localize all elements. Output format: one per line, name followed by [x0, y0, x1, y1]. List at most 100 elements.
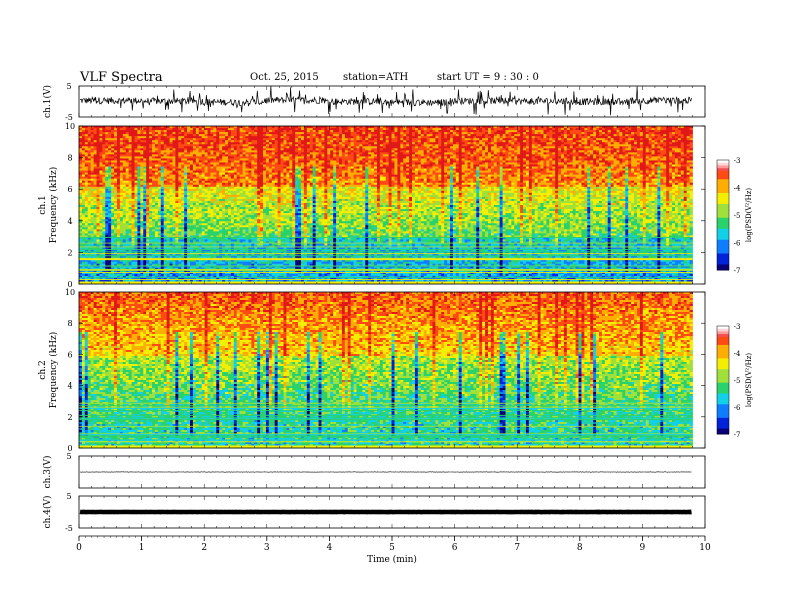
- spectrogram-cell: [122, 259, 127, 263]
- spectrogram-cell: [84, 229, 89, 232]
- spectrogram-cell: [84, 128, 89, 131]
- spectrogram-cell: [99, 273, 103, 277]
- spectrogram-cell: [137, 134, 141, 137]
- spectrogram-cell: [157, 194, 162, 198]
- spectrogram-cell: [105, 255, 109, 259]
- spectrogram-cell: [152, 223, 156, 226]
- spectrogram-cell: [152, 178, 156, 182]
- spectrogram-cell: [134, 213, 138, 216]
- spectrogram-cell: [99, 160, 103, 163]
- spectrogram-cell: [99, 136, 103, 139]
- spectrogram-cell: [119, 188, 124, 192]
- spectrogram-cell: [99, 192, 103, 196]
- spectrogram-cell: [134, 261, 138, 265]
- spectrogram-cell: [125, 273, 130, 277]
- spectrogram-cell: [137, 154, 141, 157]
- spectrogram-cell: [105, 168, 109, 171]
- spectrogram-cell: [81, 138, 86, 141]
- spectrogram-cell: [160, 253, 165, 257]
- spectrogram-cell: [125, 132, 130, 135]
- spectrogram-cell: [149, 279, 153, 283]
- spectrogram-cell: [96, 225, 100, 228]
- spectrogram-cell: [114, 255, 118, 259]
- spectrogram-cell: [105, 194, 109, 198]
- spectrogram-cell: [137, 128, 141, 131]
- spectrogram-cell: [143, 223, 147, 226]
- spectrogram-cell: [125, 255, 130, 259]
- spectrogram-cell: [119, 202, 124, 206]
- spectrogram-cell: [90, 142, 95, 145]
- spectrogram-cell: [143, 247, 147, 250]
- spectrogram-cell: [108, 186, 112, 190]
- spectrogram-cell: [90, 194, 95, 198]
- spectrogram-cell: [108, 243, 112, 246]
- spectrogram-cell: [166, 160, 170, 163]
- spectrogram-cell: [90, 156, 95, 159]
- spectrogram-cell: [166, 150, 170, 153]
- spectrogram-cell: [116, 200, 121, 204]
- spectrogram-cell: [143, 164, 147, 167]
- spectrogram-cell: [125, 198, 130, 202]
- spectrogram-cell: [143, 148, 147, 151]
- spectrogram-cell: [131, 273, 135, 277]
- spectrogram-cell: [149, 223, 153, 226]
- spectrogram-cell: [116, 172, 121, 176]
- spectrogram-cell: [146, 182, 150, 186]
- spectrogram-cell: [154, 160, 159, 163]
- spectrogram-cell: [146, 235, 150, 238]
- spectrogram-cell: [128, 194, 132, 198]
- spectrogram-cell: [102, 207, 106, 210]
- spectrogram-cell: [93, 134, 97, 137]
- spectrogram-cell: [134, 164, 138, 167]
- spectrogram-cell: [108, 188, 112, 192]
- spectrogram-cell: [87, 271, 92, 275]
- spectrogram-cell: [79, 154, 83, 157]
- spectrogram-cell: [131, 255, 135, 259]
- spectrogram-cell: [79, 194, 83, 198]
- spectrogram-cell: [84, 207, 89, 210]
- spectrogram-cell: [125, 140, 130, 143]
- spectrogram-cell: [122, 132, 127, 135]
- spectrogram-cell: [96, 136, 100, 139]
- spectrogram-cell: [140, 243, 144, 246]
- spectrogram-cell: [131, 168, 135, 171]
- spectrogram-cell: [163, 176, 168, 180]
- spectrogram-cell: [93, 162, 97, 165]
- spectrogram-cell: [140, 261, 144, 265]
- spectrogram-cell: [111, 126, 115, 129]
- spectrogram-cell: [84, 162, 89, 165]
- spectrogram-cell: [166, 198, 170, 202]
- spectrogram-cell: [111, 130, 115, 133]
- spectrogram-cell: [111, 225, 115, 228]
- spectrogram-cell: [166, 219, 170, 222]
- spectrogram-cell: [114, 146, 118, 149]
- spectrogram-cell: [128, 209, 132, 212]
- spectrogram-cell: [84, 243, 89, 246]
- spectrogram-cell: [111, 231, 115, 234]
- spectrogram-cell: [96, 217, 100, 220]
- spectrogram-cell: [140, 223, 144, 226]
- spectrogram-cell: [157, 148, 162, 151]
- spectrogram-cell: [108, 200, 112, 204]
- spectrogram-cell: [108, 225, 112, 228]
- spectrogram-cell: [96, 132, 100, 135]
- spectrogram-cell: [149, 164, 153, 167]
- spectrogram-cell: [125, 154, 130, 157]
- spectrogram-cell: [96, 227, 100, 230]
- spectrogram-cell: [166, 247, 170, 250]
- spectrogram-cell: [152, 192, 156, 196]
- spectrogram-cell: [93, 140, 97, 143]
- spectrogram-cell: [84, 148, 89, 151]
- spectrogram-cell: [134, 128, 138, 131]
- spectrogram-cell: [111, 273, 115, 277]
- spectrogram-cell: [105, 211, 109, 214]
- spectrogram-cell: [84, 261, 89, 265]
- spectrogram-cell: [149, 209, 153, 212]
- spectrogram-cell: [114, 152, 118, 155]
- spectrogram-cell: [143, 202, 147, 206]
- spectrogram-cell: [108, 156, 112, 159]
- spectrogram-cell: [154, 239, 159, 242]
- spectrogram-cell: [122, 158, 127, 161]
- spectrogram-cell: [96, 164, 100, 167]
- spectrogram-cell: [122, 198, 127, 202]
